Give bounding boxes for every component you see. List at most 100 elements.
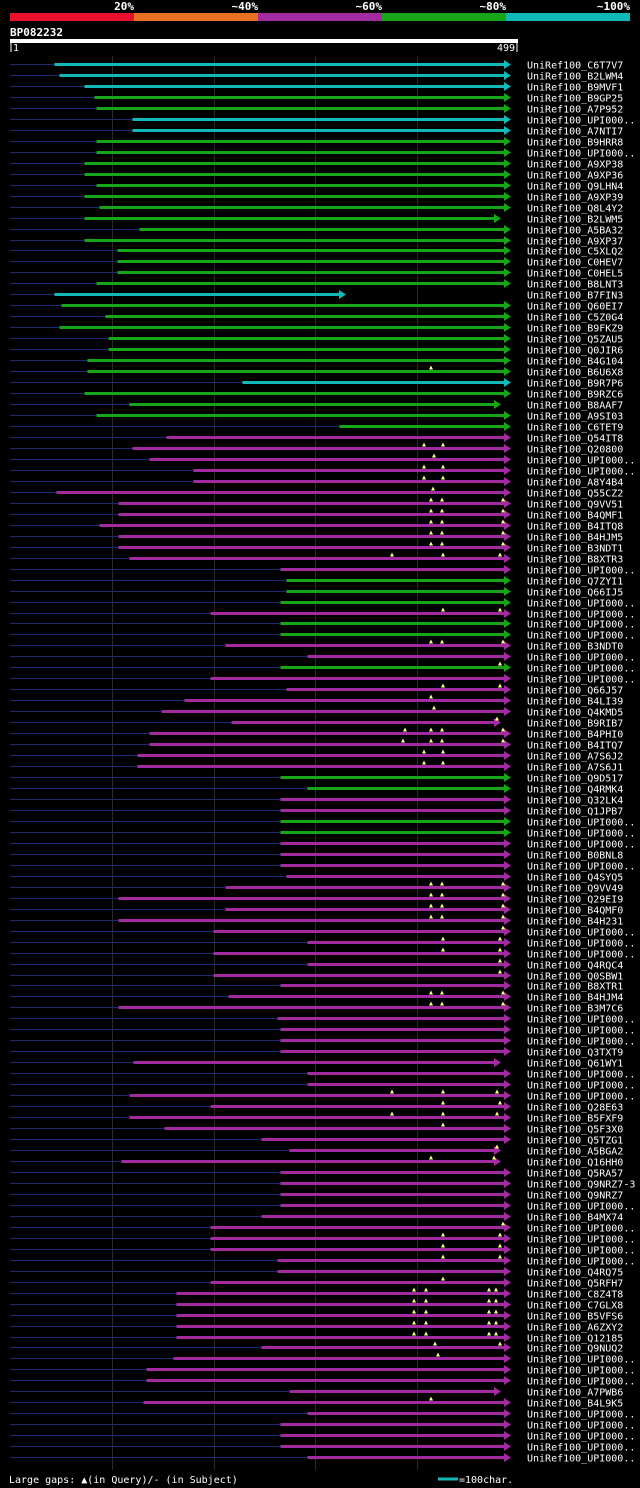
hit-row[interactable]: UniRef100_B4ITQ8: [10, 519, 623, 533]
hit-row[interactable]: UniRef100_UPI000..: [10, 1036, 635, 1048]
hit-label[interactable]: UniRef100_B2LWM5: [527, 215, 623, 226]
hit-row[interactable]: UniRef100_Q9NUQ2: [10, 1341, 623, 1355]
hit-label[interactable]: UniRef100_UPI000..: [527, 1421, 635, 1432]
hit-label[interactable]: UniRef100_UPI000..: [527, 862, 635, 873]
hit-row[interactable]: UniRef100_Q4RQ75: [10, 1267, 623, 1279]
hit-label[interactable]: UniRef100_Q9VV51: [527, 500, 623, 511]
hit-label[interactable]: UniRef100_UPI000..: [527, 1235, 635, 1246]
hit-label[interactable]: UniRef100_UPI000..: [527, 1366, 635, 1377]
hit-row[interactable]: UniRef100_C6T7V7: [10, 60, 623, 72]
hit-row[interactable]: UniRef100_Q5F3X0: [10, 1122, 623, 1136]
hit-label[interactable]: UniRef100_B4H231: [527, 917, 623, 928]
hit-label[interactable]: UniRef100_Q5ZAU5: [527, 335, 623, 346]
hit-row[interactable]: UniRef100_UPI000..: [10, 839, 635, 851]
hit-label[interactable]: UniRef100_Q66J57: [527, 686, 623, 697]
hit-label[interactable]: UniRef100_B4PHI0: [527, 730, 623, 741]
hit-label[interactable]: UniRef100_UPI000..: [527, 631, 635, 642]
hit-row[interactable]: UniRef100_Q12185: [10, 1331, 623, 1345]
hit-label[interactable]: UniRef100_B6U6X8: [527, 368, 623, 379]
hit-label[interactable]: UniRef100_Q4RQ75: [527, 1268, 623, 1279]
hit-label[interactable]: UniRef100_Q0SBW1: [527, 972, 623, 983]
hit-row[interactable]: UniRef100_UPI000..: [10, 1409, 635, 1421]
hit-label[interactable]: UniRef100_Q5F3X0: [527, 1125, 623, 1136]
hit-row[interactable]: UniRef100_UPI000..: [10, 652, 635, 664]
hit-label[interactable]: UniRef100_Q8L4Y2: [527, 204, 623, 215]
hit-row[interactable]: UniRef100_B3NDT1: [10, 541, 623, 555]
hit-label[interactable]: UniRef100_C0HEL5: [527, 269, 623, 280]
hit-row[interactable]: UniRef100_UPI000..: [10, 1243, 635, 1257]
hit-label[interactable]: UniRef100_B8XTR1: [527, 982, 623, 993]
hit-row[interactable]: UniRef100_Q20800: [10, 442, 623, 456]
hit-label[interactable]: UniRef100_C6TET9: [527, 423, 623, 434]
hit-row[interactable]: UniRef100_A9XP38: [10, 159, 623, 171]
hit-label[interactable]: UniRef100_Q29EI9: [527, 895, 623, 906]
hit-row[interactable]: UniRef100_B6U6X8: [10, 365, 623, 379]
hit-label[interactable]: UniRef100_Q5RA57: [527, 1169, 623, 1180]
hit-label[interactable]: UniRef100_A7S6J1: [527, 763, 623, 774]
hit-label[interactable]: UniRef100_UPI000..: [527, 1070, 635, 1081]
hit-row[interactable]: UniRef100_B9R7P6: [10, 378, 623, 390]
hit-label[interactable]: UniRef100_Q28E63: [527, 1103, 623, 1114]
hit-row[interactable]: UniRef100_UPI000..: [10, 817, 635, 829]
hit-row[interactable]: UniRef100_C7GLX8: [10, 1298, 623, 1312]
hit-row[interactable]: UniRef100_B3M7C6: [10, 1001, 623, 1015]
hit-row[interactable]: UniRef100_C5XLQ2: [10, 246, 623, 258]
hit-label[interactable]: UniRef100_C0HEV7: [527, 258, 623, 269]
hit-row[interactable]: UniRef100_B5VFS6: [10, 1309, 623, 1323]
hit-label[interactable]: UniRef100_UPI000..: [527, 653, 635, 664]
hit-label[interactable]: UniRef100_Q5TZG1: [527, 1136, 623, 1147]
hit-row[interactable]: UniRef100_Q55CZ2: [10, 486, 623, 500]
hit-label[interactable]: UniRef100_UPI000..: [527, 566, 635, 577]
hit-label[interactable]: UniRef100_Q55CZ2: [527, 489, 623, 500]
hit-label[interactable]: UniRef100_UPI000..: [527, 1443, 635, 1454]
hit-row[interactable]: UniRef100_Q32LK4: [10, 795, 623, 807]
hit-label[interactable]: UniRef100_A6ZXY2: [527, 1323, 623, 1334]
hit-label[interactable]: UniRef100_A9XP39: [527, 193, 623, 204]
hit-row[interactable]: UniRef100_B4LI39: [10, 694, 623, 708]
hit-row[interactable]: UniRef100_Q5RA57: [10, 1168, 623, 1180]
hit-row[interactable]: UniRef100_UPI000..: [10, 1453, 635, 1465]
hit-label[interactable]: UniRef100_UPI000..: [527, 1377, 635, 1388]
hit-label[interactable]: UniRef100_Q4KMD5: [527, 708, 623, 719]
hit-row[interactable]: UniRef100_B3NDT0: [10, 639, 623, 653]
hit-row[interactable]: UniRef100_UPI000..: [10, 1014, 635, 1026]
hit-row[interactable]: UniRef100_B4L9K5: [10, 1396, 623, 1410]
hit-label[interactable]: UniRef100_B8AAF7: [527, 401, 623, 412]
hit-label[interactable]: UniRef100_A5BGA2: [527, 1147, 623, 1158]
hit-label[interactable]: UniRef100_Q16HH0: [527, 1158, 623, 1169]
hit-row[interactable]: UniRef100_UPI000..: [10, 1232, 635, 1246]
hit-label[interactable]: UniRef100_B3NDT1: [527, 544, 623, 555]
hit-row[interactable]: UniRef100_B4H231: [10, 914, 623, 928]
hit-label[interactable]: UniRef100_Q5RFH7: [527, 1279, 623, 1290]
hit-row[interactable]: UniRef100_UPI000..: [10, 598, 635, 610]
hit-label[interactable]: UniRef100_UPI000..: [527, 599, 635, 610]
hit-row[interactable]: UniRef100_UPI000..: [10, 661, 635, 675]
hit-row[interactable]: UniRef100_B5FXF9: [10, 1111, 623, 1125]
hit-row[interactable]: UniRef100_B4HJM5: [10, 530, 623, 544]
hit-row[interactable]: UniRef100_A9XP37: [10, 236, 623, 248]
hit-row[interactable]: UniRef100_UPI000..: [10, 565, 635, 577]
hit-row[interactable]: UniRef100_B2LWM4: [10, 71, 623, 83]
hit-label[interactable]: UniRef100_B9FKZ9: [527, 324, 623, 335]
hit-label[interactable]: UniRef100_UPI000..: [527, 928, 635, 939]
hit-label[interactable]: UniRef100_A9XP36: [527, 171, 623, 182]
hit-label[interactable]: UniRef100_B9HRR8: [527, 138, 623, 149]
hit-label[interactable]: UniRef100_UPI000..: [527, 1432, 635, 1443]
hit-label[interactable]: UniRef100_B4HJM4: [527, 993, 623, 1004]
hit-row[interactable]: UniRef100_UPI000..: [10, 1431, 635, 1443]
hit-row[interactable]: UniRef100_Q9D517: [10, 773, 623, 785]
hit-label[interactable]: UniRef100_Q4SYQ5: [527, 873, 623, 884]
hit-label[interactable]: UniRef100_Q9LHN4: [527, 182, 623, 193]
hit-row[interactable]: UniRef100_UPI000..: [10, 1025, 635, 1037]
hit-label[interactable]: UniRef100_Q4RQC4: [527, 961, 623, 972]
hit-label[interactable]: UniRef100_Q3TXT9: [527, 1048, 623, 1059]
hit-label[interactable]: UniRef100_C6T7V7: [527, 61, 623, 72]
hit-row[interactable]: UniRef100_UPI000..: [10, 1089, 635, 1103]
hit-row[interactable]: UniRef100_A7P952: [10, 104, 623, 116]
hit-row[interactable]: UniRef100_UPI000..: [10, 936, 635, 950]
hit-label[interactable]: UniRef100_B8XTR3: [527, 555, 623, 566]
hit-row[interactable]: UniRef100_Q9NRZ7: [10, 1190, 623, 1202]
hit-row[interactable]: UniRef100_UPI000..: [10, 1376, 635, 1388]
hit-row[interactable]: UniRef100_UPI000..: [10, 464, 635, 478]
hit-label[interactable]: UniRef100_A9SI03: [527, 412, 623, 423]
